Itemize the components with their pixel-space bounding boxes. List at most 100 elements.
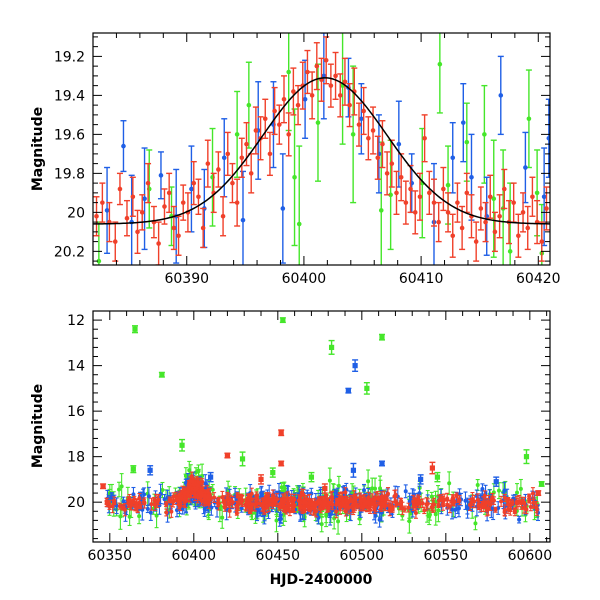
red-point	[477, 186, 484, 231]
red-dense-point	[220, 490, 225, 504]
red-point-marker	[191, 180, 197, 186]
red-point	[204, 139, 211, 188]
blue-dense-point-marker	[202, 507, 207, 512]
red-dense-point-marker	[164, 502, 169, 507]
green-dense-point-marker	[160, 488, 165, 493]
red-point-marker	[130, 194, 136, 200]
red-dense-point-marker	[475, 497, 480, 502]
red-point	[543, 186, 550, 231]
x-tick-label-2: 60410	[399, 271, 444, 287]
red-point	[529, 176, 536, 217]
red-dense-point-marker	[132, 496, 137, 501]
green-point	[296, 145, 303, 265]
blue-point	[279, 153, 286, 264]
blue-dense-point-marker	[517, 517, 522, 522]
red-point	[445, 192, 452, 233]
green-point	[234, 90, 241, 178]
red-dense-point-marker	[499, 499, 504, 504]
red-point-marker	[112, 239, 118, 244]
red-point-marker	[492, 229, 498, 235]
blue-point-marker	[321, 73, 327, 79]
red-point-marker	[539, 239, 545, 244]
red-point-marker	[530, 194, 535, 200]
green-dense-point-marker	[187, 468, 192, 473]
green-dense-point-marker	[127, 514, 132, 519]
green-dense-point-marker	[429, 494, 434, 499]
red-point-marker	[100, 200, 105, 205]
red-point-marker	[441, 186, 446, 192]
red-point	[215, 151, 222, 188]
blue-point	[358, 82, 365, 155]
green-dense-point-marker	[366, 479, 371, 484]
green-point-marker	[292, 174, 297, 180]
red-point-marker	[370, 128, 376, 133]
red-dense-point	[527, 498, 532, 504]
red-point-marker	[436, 219, 441, 225]
blue-point	[141, 147, 148, 251]
green-dense-point-marker	[118, 514, 123, 519]
blue-dense-point-marker	[259, 492, 264, 497]
blue-dense-point	[145, 504, 150, 514]
red-point	[515, 213, 522, 258]
red-point-marker	[196, 194, 201, 200]
blue-point-marker	[302, 96, 308, 102]
red-point	[139, 194, 146, 231]
red-point-marker	[328, 83, 334, 88]
red-dense-point-marker	[506, 507, 511, 512]
red-point	[510, 182, 517, 223]
red-point	[393, 170, 400, 216]
green-point	[490, 139, 497, 258]
green-point-marker	[464, 139, 470, 145]
green-dense-point-marker	[427, 512, 432, 517]
red-point-marker	[544, 206, 549, 211]
red-point-marker	[525, 225, 531, 231]
red-point	[430, 178, 437, 227]
green-dense-point	[119, 473, 124, 500]
red-point	[309, 71, 316, 120]
red-point	[487, 174, 494, 219]
red-dense-point-marker	[425, 501, 430, 506]
red-point-marker	[139, 210, 145, 215]
red-point-marker	[431, 200, 437, 205]
red-point-marker	[248, 171, 254, 176]
red-point-marker	[398, 174, 404, 180]
x-tick-label-1: 60400	[282, 271, 327, 287]
top-data-layer	[93, 33, 550, 265]
blue-point	[460, 82, 467, 163]
blue-point-marker	[546, 135, 550, 141]
red-point	[412, 190, 419, 235]
red-point	[459, 205, 466, 251]
blue-point-marker	[104, 208, 110, 213]
red-point-marker	[375, 155, 381, 161]
red-point	[374, 135, 381, 180]
red-point-marker	[205, 161, 211, 166]
blue-point	[302, 59, 309, 139]
red-point-marker	[366, 135, 371, 141]
red-point	[175, 215, 182, 256]
red-point	[384, 151, 391, 196]
red-dense-point	[164, 501, 169, 508]
red-point-marker	[200, 225, 206, 231]
green-dense-point	[475, 478, 480, 492]
red-point-marker	[337, 93, 343, 98]
red-point-marker	[166, 190, 172, 196]
green-dense-point-marker	[324, 511, 329, 516]
blue-dense-point	[146, 486, 151, 506]
blue-point-marker	[460, 120, 466, 125]
red-point	[271, 86, 278, 136]
green-point-marker	[286, 69, 291, 75]
red-point	[313, 42, 320, 91]
red-point	[524, 205, 531, 251]
red-dense-point-marker	[110, 504, 115, 509]
red-point-marker	[309, 93, 315, 98]
red-point-marker	[171, 225, 177, 231]
green-point-marker	[350, 132, 356, 137]
blue-point	[320, 33, 327, 120]
red-point-marker	[389, 161, 395, 166]
x-tick-label-3: 60420	[516, 271, 561, 287]
blue-point-marker	[541, 194, 547, 200]
blue-dense-point	[403, 484, 408, 499]
red-point-marker	[511, 200, 516, 205]
red-point	[290, 67, 297, 116]
